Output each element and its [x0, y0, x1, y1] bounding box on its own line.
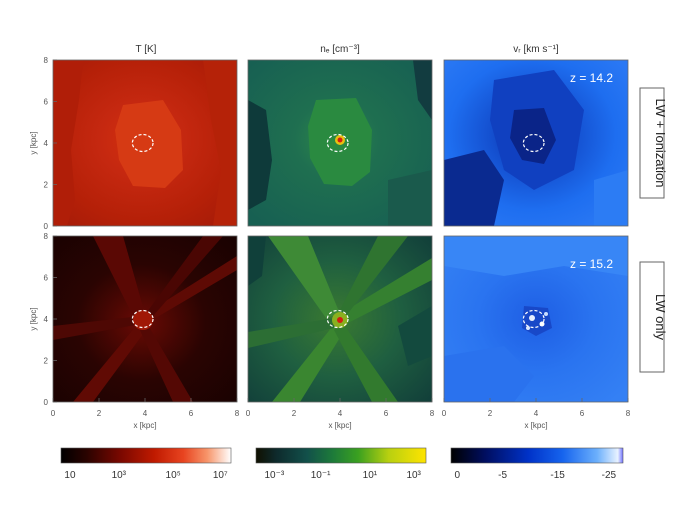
redshift-label-lw-ionization: z = 14.2 — [570, 71, 613, 85]
x-tick-label-velocity-6: 6 — [580, 409, 585, 418]
colorbar-tick-velocity-1: -5 — [498, 470, 507, 481]
x-tick-label-temperature-4: 4 — [143, 409, 148, 418]
panel-density-lw-ionization — [248, 60, 432, 226]
panel-velocity-lw-only — [444, 236, 628, 402]
colorbar-tick-velocity-2: -15 — [550, 470, 565, 481]
x-tick-label-temperature-8: 8 — [235, 409, 240, 418]
colorbar-tick-velocity-0: 0 — [454, 470, 460, 481]
colorbar-tick-temperature-0: 10 — [64, 470, 76, 481]
x-tick-label-density-6: 6 — [384, 409, 389, 418]
colorbar-tick-density-3: 10³ — [406, 470, 421, 481]
y-tick-label-lw-only-6: 6 — [44, 274, 49, 283]
x-tick-label-velocity-2: 2 — [488, 409, 493, 418]
panel-temperature-lw-only — [53, 236, 237, 402]
y-axis-label-row2: y [kpc] — [29, 307, 38, 330]
colorbar-tick-velocity-3: -25 — [602, 470, 617, 481]
halo-marker-lw-ionization-velocity — [522, 133, 545, 153]
y-tick-label-lw-only-0: 0 — [44, 398, 49, 407]
col-title-density: nₑ [cm⁻³] — [320, 44, 360, 55]
x-tick-label-velocity-4: 4 — [534, 409, 539, 418]
halo-marker-lw-only-density — [326, 309, 349, 329]
y-tick-label-lw-only-8: 8 — [44, 232, 49, 241]
x-tick-label-density-0: 0 — [246, 409, 251, 418]
x-axis-label-velocity: x [kpc] — [524, 421, 547, 430]
colorbar-tick-density-2: 10¹ — [363, 470, 378, 481]
col-title-temperature: T [K] — [136, 44, 157, 55]
x-tick-label-density-2: 2 — [292, 409, 297, 418]
col-title-velocity: vᵣ [km s⁻¹] — [513, 44, 559, 55]
halo-marker-lw-only-temperature — [131, 309, 154, 329]
colorbar-ticks: 10 10³ 10⁵ 10⁷ 10⁻³ 10⁻¹ 10¹ 10³ 0 -5 -15 -25 — [64, 470, 616, 481]
x-tick-label-velocity-0: 0 — [442, 409, 447, 418]
colorbar-tick-density-0: 10⁻³ — [265, 470, 285, 481]
colorbar-tick-temperature-1: 10³ — [112, 470, 127, 481]
halo-marker-lw-ionization-density — [326, 133, 349, 153]
colorbar-tick-density-1: 10⁻¹ — [311, 470, 331, 481]
halo-marker-lw-ionization-temperature — [131, 133, 154, 153]
y-tick-label-lw-ionization-2: 2 — [44, 181, 49, 190]
x-tick-label-density-4: 4 — [338, 409, 343, 418]
y-tick-label-lw-ionization-6: 6 — [44, 98, 49, 107]
row-label-lw-ionization: LW + Ionization — [639, 87, 668, 199]
panel-temperature-lw-ionization — [53, 60, 237, 226]
colorbar-density — [255, 447, 427, 464]
colorbar-velocity — [450, 447, 624, 464]
x-axis-label-temperature: x [kpc] — [133, 421, 156, 430]
y-tick-label-lw-ionization-4: 4 — [44, 139, 49, 148]
colorbar-tick-temperature-3: 10⁷ — [213, 470, 228, 481]
y-axis-label-row1: y [kpc] — [29, 131, 38, 154]
panel-velocity-lw-ionization — [444, 60, 628, 226]
x-tick-label-velocity-8: 8 — [626, 409, 631, 418]
y-tick-label-lw-only-4: 4 — [44, 315, 49, 324]
x-tick-label-temperature-0: 0 — [51, 409, 56, 418]
panel-density-lw-only — [248, 236, 432, 402]
colorbar-temperature — [60, 447, 232, 464]
x-axis-label-density: x [kpc] — [328, 421, 351, 430]
halo-marker-lw-only-velocity — [522, 309, 545, 329]
svg-text:LW only: LW only — [653, 294, 668, 340]
colorbar-tick-temperature-2: 10⁵ — [166, 470, 181, 481]
x-tick-label-temperature-2: 2 — [97, 409, 102, 418]
y-tick-label-lw-ionization-8: 8 — [44, 56, 49, 65]
svg-text:LW + Ionization: LW + Ionization — [653, 98, 668, 187]
row-label-lw-only: LW only — [639, 261, 668, 373]
x-tick-label-temperature-6: 6 — [189, 409, 194, 418]
y-tick-label-lw-only-2: 2 — [44, 357, 49, 366]
x-tick-label-density-8: 8 — [430, 409, 435, 418]
halo-markers — [131, 133, 545, 329]
redshift-label-lw-only: z = 15.2 — [570, 257, 613, 271]
y-tick-label-lw-ionization-0: 0 — [44, 222, 49, 231]
